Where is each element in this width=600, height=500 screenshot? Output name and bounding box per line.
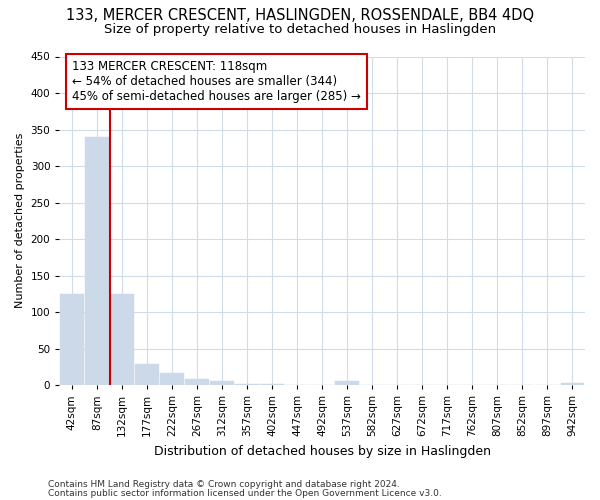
Bar bbox=[235, 384, 259, 385]
Y-axis label: Number of detached properties: Number of detached properties bbox=[15, 133, 25, 308]
Text: Size of property relative to detached houses in Haslingden: Size of property relative to detached ho… bbox=[104, 22, 496, 36]
Text: Contains HM Land Registry data © Crown copyright and database right 2024.: Contains HM Land Registry data © Crown c… bbox=[48, 480, 400, 489]
Bar bbox=[60, 294, 84, 385]
Bar bbox=[160, 374, 184, 385]
Text: 133, MERCER CRESCENT, HASLINGDEN, ROSSENDALE, BB4 4DQ: 133, MERCER CRESCENT, HASLINGDEN, ROSSEN… bbox=[66, 8, 534, 22]
Bar bbox=[110, 294, 134, 385]
Bar bbox=[185, 379, 209, 385]
Text: 133 MERCER CRESCENT: 118sqm
← 54% of detached houses are smaller (344)
45% of se: 133 MERCER CRESCENT: 118sqm ← 54% of det… bbox=[72, 60, 361, 103]
Bar bbox=[135, 364, 159, 385]
X-axis label: Distribution of detached houses by size in Haslingden: Distribution of detached houses by size … bbox=[154, 444, 491, 458]
Bar bbox=[85, 137, 109, 385]
Bar bbox=[260, 384, 284, 385]
Text: Contains public sector information licensed under the Open Government Licence v3: Contains public sector information licen… bbox=[48, 488, 442, 498]
Bar bbox=[335, 382, 359, 385]
Bar bbox=[560, 383, 584, 385]
Bar bbox=[210, 382, 234, 385]
